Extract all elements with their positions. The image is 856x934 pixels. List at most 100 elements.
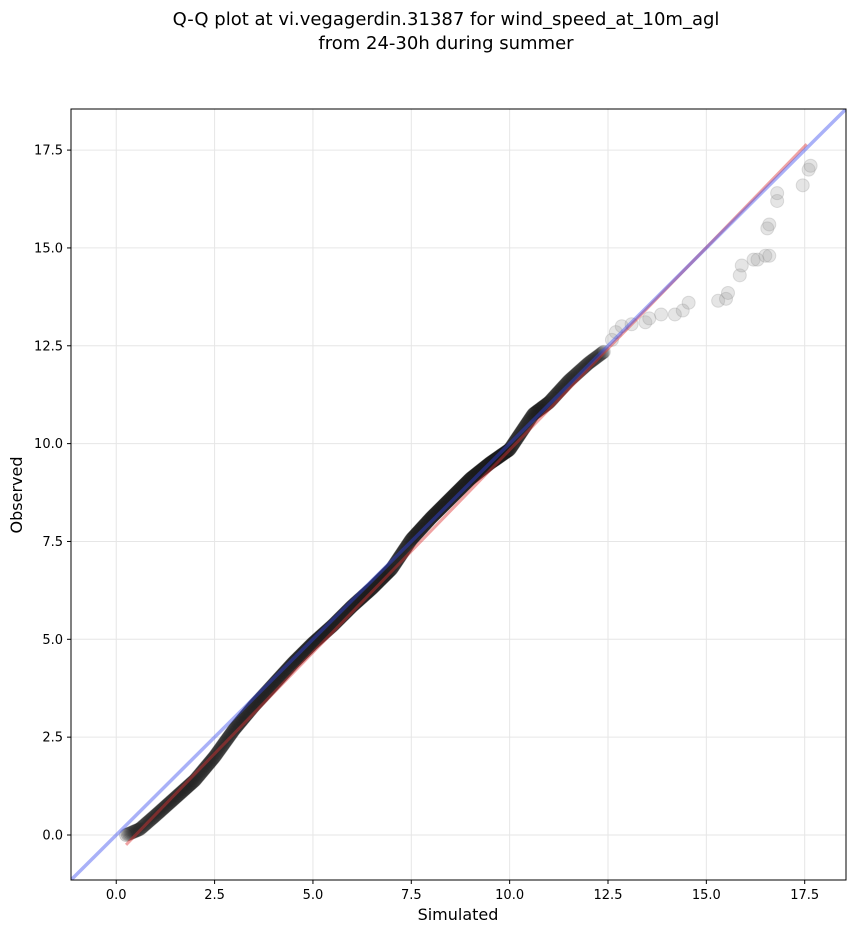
quantile-point [379, 567, 394, 582]
quantile-point [429, 505, 444, 520]
quantile-point [253, 691, 268, 706]
quantile-point [410, 525, 425, 540]
reference-line [71, 109, 846, 880]
x-tick-label: 7.5 [401, 888, 422, 903]
quantile-point [549, 387, 564, 402]
quantile-point [162, 795, 177, 810]
quantile-point [385, 561, 400, 576]
quantile-point [294, 648, 309, 663]
quantile-point [354, 590, 369, 605]
quantile-point [193, 767, 208, 782]
quantile-point [504, 439, 519, 454]
quantile-point [392, 549, 407, 564]
quantile-point [327, 616, 342, 631]
quantile-point [316, 626, 331, 641]
quantile-point [366, 579, 381, 594]
quantile-point [427, 507, 442, 522]
quantile-point [313, 629, 328, 644]
quantile-point [415, 520, 430, 535]
quantile-point [494, 448, 509, 463]
quantile-point [454, 480, 469, 495]
quantile-point [223, 727, 238, 742]
quantile-point [381, 564, 396, 579]
quantile-point [460, 474, 475, 489]
quantile-point [149, 807, 164, 822]
quantile-point [307, 634, 322, 649]
tail-point [758, 248, 773, 263]
quantile-point [223, 727, 238, 742]
quantile-point [249, 695, 264, 710]
quantile-point [244, 701, 259, 716]
quantile-point [496, 446, 511, 461]
quantile-point [274, 668, 289, 683]
quantile-point [293, 648, 308, 663]
quantile-point [269, 674, 284, 689]
quantile-point [401, 536, 416, 551]
quantile-point [445, 489, 460, 504]
quantile-point [523, 410, 538, 425]
quantile-point [534, 400, 549, 415]
quantile-point [566, 369, 581, 384]
quantile-point [468, 468, 483, 483]
quantile-point [222, 728, 237, 743]
y-tick-label: 7.5 [42, 535, 63, 550]
quantile-point [488, 452, 503, 467]
quantile-point [228, 720, 243, 735]
quantile-point [291, 651, 306, 666]
quantile-point [244, 702, 259, 717]
quantile-point [587, 351, 602, 366]
quantile-point [234, 713, 249, 728]
quantile-point [213, 742, 228, 757]
quantile-point [436, 498, 451, 513]
quantile-point [220, 731, 235, 746]
quantile-point [231, 717, 246, 732]
quantile-point [438, 496, 453, 511]
quantile-point [378, 568, 393, 583]
quantile-point [145, 810, 160, 825]
quantile-point [275, 667, 290, 682]
quantile-point [190, 769, 205, 784]
tail-point [667, 307, 682, 322]
quantile-point [405, 531, 420, 546]
quantile-point [212, 742, 227, 757]
quantile-point [322, 621, 337, 636]
quantile-point [515, 423, 530, 438]
quantile-point [304, 637, 319, 652]
quantile-point [546, 390, 561, 405]
quantile-point [508, 433, 523, 448]
quantile-point [530, 404, 545, 419]
quantile-point [436, 498, 451, 513]
quantile-point [167, 791, 182, 806]
tail-point [654, 307, 669, 322]
quantile-point [154, 802, 169, 817]
quantile-point [405, 530, 420, 545]
quantile-point [500, 443, 515, 458]
quantile-point [487, 453, 502, 468]
quantile-point [570, 366, 585, 381]
quantile-point [568, 367, 583, 382]
tail-point [711, 293, 726, 308]
quantile-point [583, 354, 598, 369]
x-tick-label: 15.0 [692, 888, 721, 903]
quantile-point [303, 639, 318, 654]
quantile-point [273, 669, 288, 684]
quantile-point [235, 712, 250, 727]
quantile-point [558, 377, 573, 392]
quantile-point [165, 792, 180, 807]
tail-point [746, 252, 761, 267]
quantile-point [277, 665, 292, 680]
quantile-point [553, 382, 568, 397]
quantile-point [523, 411, 538, 426]
quantile-point [573, 363, 588, 378]
quantile-point [258, 685, 273, 700]
quantile-point [451, 483, 466, 498]
quantile-point [449, 485, 464, 500]
quantile-point [319, 624, 334, 639]
quantile-point [201, 757, 216, 772]
quantile-point [139, 815, 154, 830]
quantile-point [371, 574, 386, 589]
quantile-point [521, 414, 536, 429]
quantile-point [550, 385, 565, 400]
quantile-point [407, 529, 422, 544]
quantile-point [551, 384, 566, 399]
